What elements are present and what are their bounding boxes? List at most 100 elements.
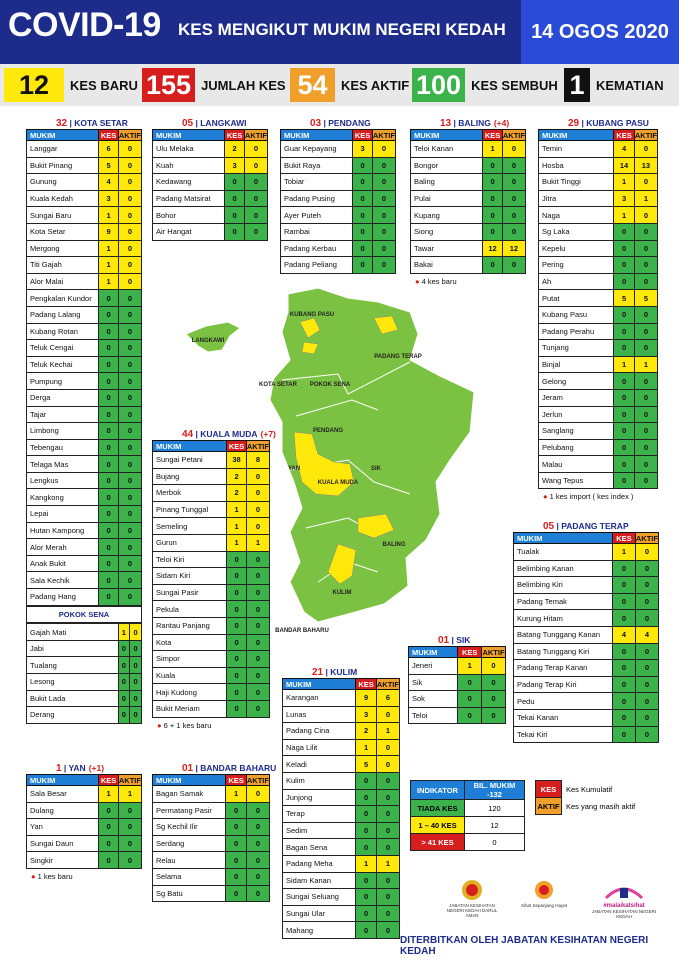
- table-row: Pulai 0 0: [409, 189, 527, 208]
- indicator-value: 0: [463, 833, 525, 851]
- aktif-value: 0: [633, 405, 659, 424]
- mukim-name: Lepai: [25, 505, 100, 523]
- aktif-value: 0: [117, 140, 143, 158]
- kes-value: 5: [98, 156, 119, 175]
- mukim-name: Air Hangat: [151, 222, 226, 241]
- mukim-name: Bongor: [409, 156, 484, 175]
- mukim-name: Pengkalan Kundor: [25, 289, 100, 307]
- mukim-table: MUKIM KES AKTIF Sungai Petani 38 8 Bujang 2 0 Mer…: [151, 440, 271, 718]
- kes-value: 0: [224, 222, 245, 241]
- table-row: Gajah Mati 1 0: [26, 623, 142, 641]
- district-title: 01 | BANDAR BAHARU: [182, 763, 277, 774]
- aktif-value: 0: [371, 173, 397, 191]
- kes-value: 0: [482, 156, 503, 175]
- mukim-name: Bagan Sena: [281, 838, 357, 856]
- aktif-value: 0: [243, 189, 269, 208]
- table-row: Tualak 1 0: [513, 543, 660, 561]
- aktif-value: 0: [634, 708, 660, 727]
- aktif-value: 0: [371, 140, 397, 158]
- table-row: Relau 0 0: [151, 851, 271, 869]
- district-count: 21: [312, 667, 324, 678]
- table-row: Bujang 2 0: [151, 467, 271, 486]
- kes-value: 0: [352, 189, 373, 208]
- mukim-name: Tawar: [409, 239, 484, 258]
- aktif-value: 0: [117, 339, 143, 357]
- mukim-name: Wang Tepus: [537, 471, 615, 490]
- kes-value: 0: [226, 650, 247, 668]
- kes-value: 4: [613, 140, 635, 158]
- mukim-name: Sala Besar: [25, 785, 100, 803]
- table-row: Pengkalan Kundor 0 0: [25, 289, 143, 307]
- col-header-aktif: AKTIF: [375, 678, 401, 690]
- kes-value: 0: [355, 805, 377, 823]
- aktif-value: 0: [633, 206, 659, 224]
- aktif-value: 0: [245, 600, 271, 618]
- mukim-name: Bukit Pinang: [25, 156, 100, 175]
- indicator-label: > 41 KES: [410, 833, 465, 851]
- mukim-name: Temin: [537, 140, 615, 158]
- mukim-name: Pelubang: [537, 438, 615, 457]
- kes-value: 1: [355, 854, 377, 873]
- aktif-value: 0: [117, 538, 143, 556]
- district-title: 29 | KUBANG PASU: [568, 118, 649, 129]
- aktif-value: 0: [633, 422, 659, 440]
- table-row: Tualang 0 0: [26, 656, 142, 674]
- table-row: Padang Temak 0 0: [513, 592, 660, 611]
- aktif-value: 0: [117, 801, 143, 820]
- kes-value: 0: [355, 788, 377, 807]
- mukim-name: Naga: [537, 206, 615, 224]
- table-row: Serdang 0 0: [151, 834, 271, 853]
- table-row: Bukit Lada 0 0: [26, 689, 142, 708]
- mukim-name: Binjal: [537, 355, 615, 374]
- mukim-name: Bukit Tinggi: [537, 173, 615, 191]
- aktif-value: 0: [117, 289, 143, 307]
- mukim-name: Pedu: [513, 692, 613, 710]
- kes-value: 0: [98, 818, 119, 836]
- aktif-value: 0: [117, 239, 143, 258]
- aktif-value: 0: [129, 673, 142, 691]
- col-header-mukim: MUKIM: [281, 678, 357, 690]
- map-label: KOTA SETAR: [259, 382, 298, 388]
- table-row: Pering 0 0: [537, 256, 659, 274]
- mukim-name: Kuah: [151, 156, 226, 175]
- col-header-mukim: MUKIM: [25, 774, 100, 786]
- table-row: Jabi 0 0: [26, 639, 142, 658]
- district-name: YAN: [68, 763, 86, 773]
- col-header-kes: KES: [98, 129, 119, 141]
- mukim-table: MUKIM KES AKTIF Karangan 9 6 Lunas 3 0 Padang Cin…: [281, 678, 401, 939]
- indicator-label: TIADA KES: [410, 799, 465, 817]
- mukim-name: Gelong: [537, 372, 615, 390]
- mukim-name: Bakai: [409, 256, 484, 274]
- aktif-value: 0: [117, 322, 143, 341]
- aktif-value: 0: [245, 467, 271, 486]
- col-header-kes: KES: [613, 129, 635, 141]
- aktif-value: 0: [634, 609, 660, 627]
- mukim-name: Putat: [537, 289, 615, 307]
- stat-number: 12: [4, 68, 64, 102]
- col-header-mukim: MUKIM: [407, 646, 459, 658]
- aktif-value: 0: [117, 256, 143, 274]
- table-row: Siong 0 0: [409, 222, 527, 241]
- kes-value: 1: [226, 517, 247, 535]
- district-langkawi: 05 | LANGKAWI MUKIM KES AKTIF Ulu Melaka 2 0 Ku…: [151, 117, 269, 241]
- mukim-name: Dulang: [25, 801, 100, 820]
- aktif-value: 0: [633, 173, 659, 191]
- mukim-name: Sg Laka: [537, 222, 615, 241]
- table-row: Mergong 1 0: [25, 239, 143, 258]
- aktif-value: 0: [245, 484, 271, 502]
- mukim-name: Belimbing Kiri: [513, 576, 613, 594]
- kes-value: 1: [117, 623, 131, 641]
- mukim-name: Selama: [151, 867, 227, 886]
- aktif-value: 0: [481, 657, 506, 675]
- kes-value: 0: [613, 422, 635, 440]
- district-count: 01: [438, 635, 450, 646]
- table-row: Pumpung 0 0: [25, 372, 143, 390]
- district-title: 1 | YAN (+1): [56, 763, 105, 774]
- col-header-aktif: AKTIF: [245, 774, 271, 786]
- aktif-value: 0: [375, 805, 401, 823]
- mukim-name: Bukit Lada: [26, 689, 119, 708]
- mukim-name: Teloi: [407, 706, 459, 725]
- district-note: ● 4 kes baru: [415, 276, 457, 286]
- table-row: Permatang Pasir 0 0: [151, 801, 271, 820]
- mukim-name: Jerlun: [537, 405, 615, 424]
